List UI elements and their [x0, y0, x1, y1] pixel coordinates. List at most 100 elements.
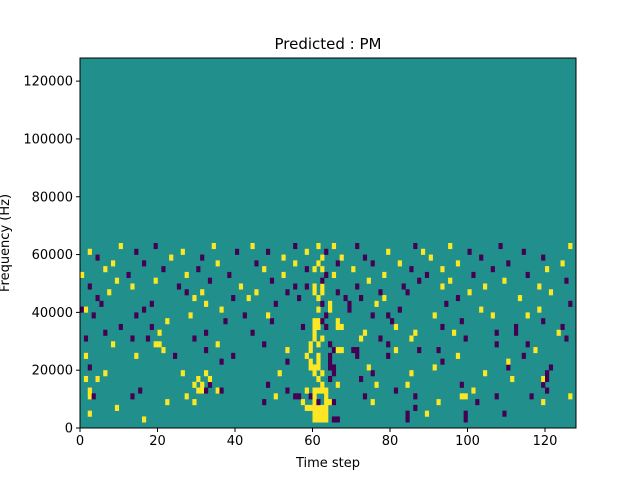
heatmap-cell [560, 260, 565, 267]
heatmap-cell [242, 312, 247, 319]
heatmap-cell [126, 271, 131, 278]
heatmap-cell [405, 416, 410, 423]
x-tick-label: 80 [382, 434, 399, 449]
heatmap-cell [316, 364, 321, 371]
heatmap-cell [328, 399, 333, 406]
heatmap-cell [324, 248, 329, 255]
heatmap-cell [471, 387, 476, 394]
heatmap-cell [320, 300, 325, 307]
heatmap-cell [312, 410, 317, 417]
heatmap-cell [184, 271, 189, 278]
heatmap-cell [541, 254, 546, 261]
heatmap-cell [366, 277, 371, 284]
heatmap-cell [316, 306, 321, 313]
heatmap-cell [304, 387, 309, 394]
heatmap-cell [351, 347, 356, 354]
heatmap-cell [506, 358, 511, 365]
heatmap-cell [463, 393, 468, 400]
heatmap-cell [312, 318, 317, 325]
heatmap-cell [374, 300, 379, 307]
heatmap-cell [397, 260, 402, 267]
heatmap-cell [149, 300, 154, 307]
heatmap-cell [320, 318, 325, 325]
heatmap-cell [293, 260, 298, 267]
heatmap-cell [548, 364, 554, 371]
heatmap-cell [153, 277, 158, 284]
heatmap-cell [320, 381, 325, 388]
heatmap-cell [153, 341, 158, 348]
heatmap-cell [424, 410, 430, 417]
heatmap-cell [320, 283, 325, 290]
heatmap-cell [304, 248, 309, 255]
heatmap-cell [320, 266, 325, 273]
heatmap-cell [382, 295, 387, 302]
heatmap-cell [316, 318, 321, 325]
heatmap-cell [114, 404, 120, 411]
heatmap-cell [211, 243, 216, 250]
heatmap-cell [219, 358, 224, 365]
heatmap-cell [506, 260, 511, 267]
heatmap-cell [114, 277, 120, 284]
heatmap-cell [440, 266, 445, 273]
heatmap-cell [285, 289, 290, 296]
heatmap-cell [347, 306, 352, 313]
heatmap-cell [297, 393, 302, 400]
heatmap-cell [134, 312, 139, 319]
heatmap-cell [196, 387, 201, 394]
heatmap-cell [366, 364, 371, 371]
heatmap-cell [556, 329, 561, 336]
heatmap-cell [494, 341, 499, 348]
heatmap-cell [545, 370, 550, 377]
x-tick-label: 60 [304, 434, 321, 449]
heatmap-cell [432, 312, 437, 319]
heatmap-cell [514, 323, 519, 331]
heatmap-cell [161, 347, 166, 354]
heatmap-cell [514, 329, 519, 336]
heatmap-cell [467, 289, 472, 296]
heatmap-cell [316, 416, 321, 423]
heatmap-cell [362, 254, 368, 261]
heatmap-cell [320, 277, 325, 284]
heatmap-cell [149, 323, 154, 331]
heatmap-cell [328, 352, 333, 359]
heatmap-cell [293, 393, 298, 400]
heatmap-cell [362, 329, 368, 336]
heatmap-cell [227, 271, 232, 278]
heatmap-cell [308, 347, 313, 354]
heatmap-cell [87, 393, 92, 400]
y-tick-label: 20000 [32, 364, 73, 379]
plot-frame [79, 57, 577, 429]
heatmap-cell [479, 254, 484, 261]
heatmap-cell [219, 306, 224, 313]
heatmap-cell [312, 370, 317, 377]
heatmap-cell [91, 393, 96, 400]
heatmap-cell [130, 393, 135, 400]
heatmap-cell [413, 404, 418, 411]
heatmap-cell [444, 300, 449, 307]
heatmap-cell [184, 289, 189, 296]
heatmap-cell [328, 306, 333, 313]
heatmap-cell [328, 358, 333, 365]
y-axis: 0 20000 40000 60000 80000 100000 120000 [23, 75, 80, 437]
chart-title: Predicted : PM [275, 35, 382, 53]
heatmap-cell [537, 306, 542, 313]
heatmap-cell [467, 248, 472, 255]
heatmap-cell [169, 254, 174, 261]
heatmap-cell [421, 248, 426, 255]
heatmap-cell [316, 404, 321, 411]
heatmap-cell [196, 375, 201, 383]
heatmap-cell [359, 335, 364, 342]
heatmap-cell [459, 381, 464, 388]
heatmap-cell [432, 364, 437, 371]
heatmap-cell [541, 381, 546, 388]
y-tick-label: 80000 [32, 190, 73, 205]
heatmap-cell [331, 243, 337, 250]
heatmap-cell [285, 387, 290, 394]
heatmap-cell [231, 352, 236, 359]
heatmap-cell [235, 248, 240, 255]
heatmap-cell [83, 375, 89, 383]
heatmap-cell [440, 323, 445, 331]
heatmap-cell [339, 347, 344, 354]
heatmap-cell [262, 399, 267, 406]
heatmap-cell [87, 410, 92, 417]
